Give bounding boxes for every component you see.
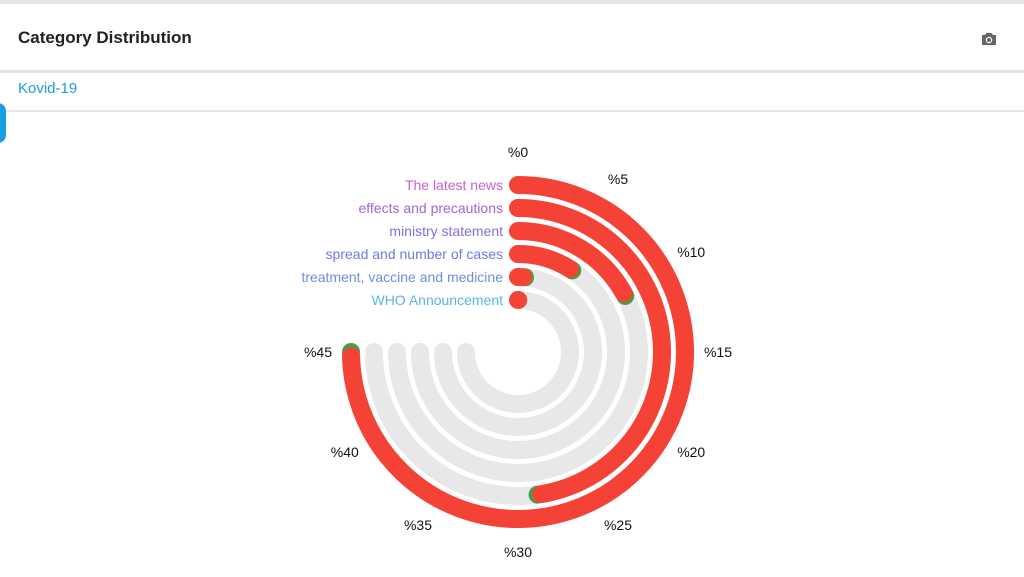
- card-title: Category Distribution: [18, 28, 192, 47]
- tab-bar: Kovid-19: [0, 73, 1024, 112]
- bar-3: [509, 245, 580, 278]
- tick-label: %15: [704, 344, 732, 360]
- card-header: Category Distribution: [0, 4, 1024, 73]
- track-5: [457, 291, 579, 413]
- top-border: [0, 0, 1024, 4]
- bar-1: [509, 199, 671, 504]
- sidebar-toggle-handle[interactable]: [0, 103, 6, 143]
- tick-label: %20: [677, 444, 705, 460]
- tick-label: %40: [331, 444, 359, 460]
- tick-label: %35: [404, 517, 432, 533]
- legend-label: WHO Announcement: [371, 292, 503, 308]
- bar-2: [509, 222, 633, 303]
- tick-label: %45: [304, 344, 332, 360]
- tick-label: %30: [504, 544, 532, 560]
- tick-label: %0: [508, 144, 528, 160]
- legend-label: ministry statement: [389, 223, 503, 239]
- bar-0: [342, 176, 694, 528]
- legend-label: The latest news: [405, 177, 503, 193]
- legend-label: effects and precautions: [358, 200, 503, 216]
- legend-label: treatment, vaccine and medicine: [301, 269, 503, 285]
- track-4: [434, 268, 602, 436]
- tick-label: %25: [604, 517, 632, 533]
- legend-label: spread and number of cases: [326, 246, 503, 262]
- tick-label: %5: [608, 171, 628, 187]
- tab-kovid-19[interactable]: Kovid-19: [18, 80, 78, 97]
- camera-icon[interactable]: [980, 30, 998, 48]
- tick-label: %10: [677, 244, 705, 260]
- track-3: [411, 245, 625, 459]
